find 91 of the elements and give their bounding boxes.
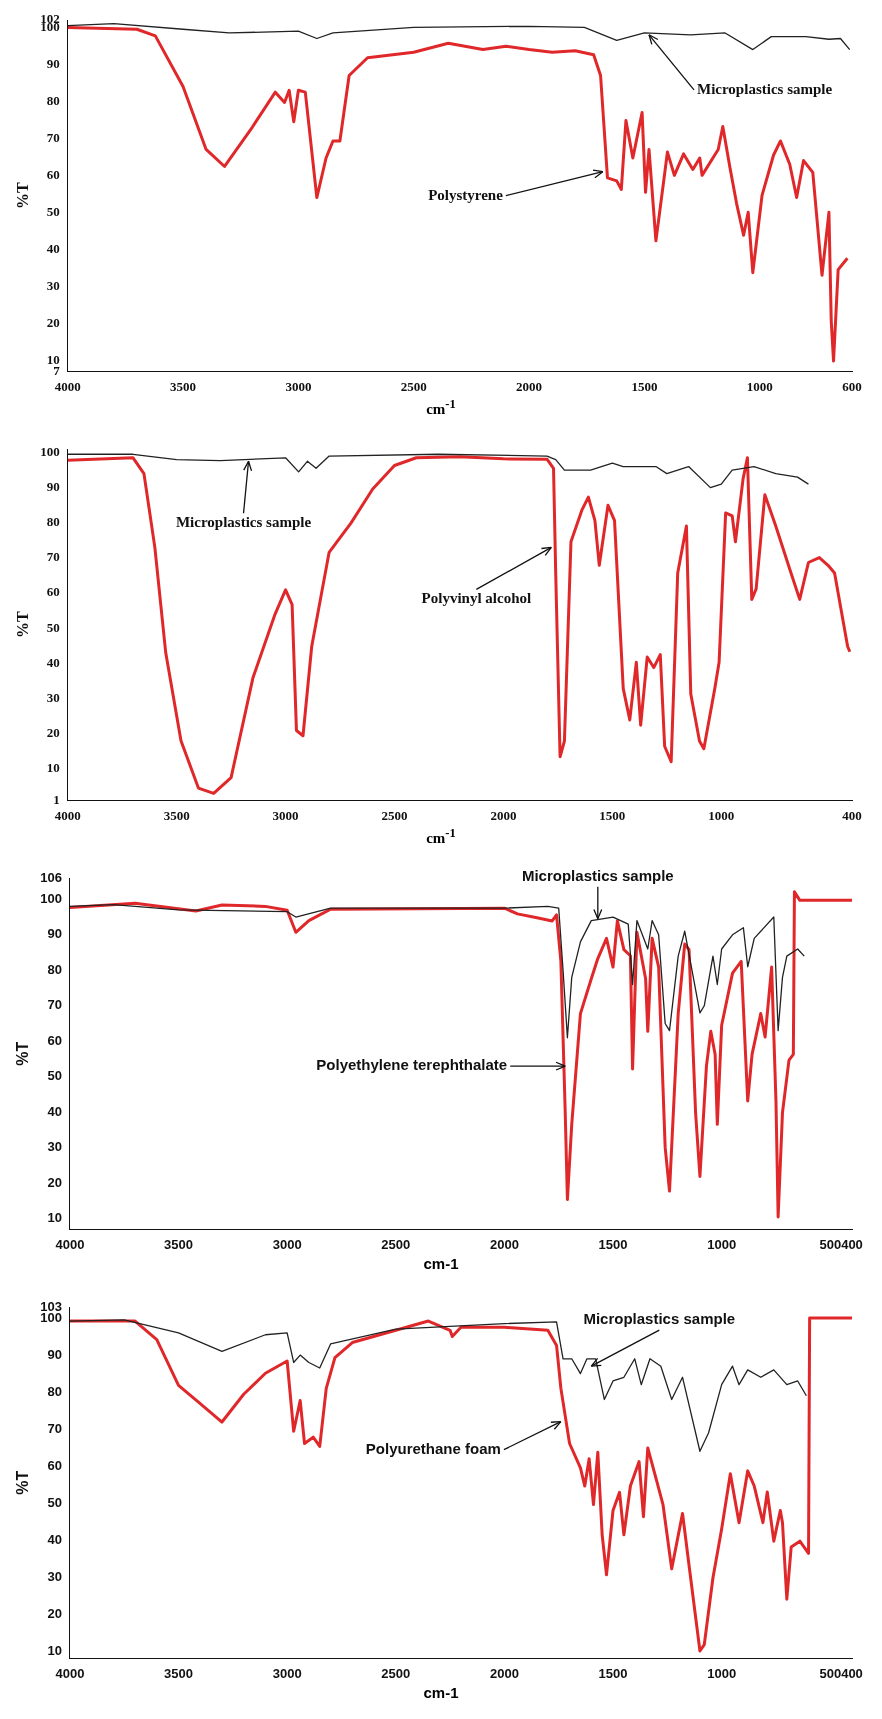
x-tick-label: 3500: [170, 378, 197, 394]
x-tick-label: 400: [842, 807, 862, 823]
x-tick-label: 4000: [54, 807, 81, 823]
y-tick-label: 50: [47, 1494, 62, 1510]
y-tick-label: 100: [40, 443, 60, 459]
y-tick-label: 50: [46, 203, 60, 219]
y-tick-label: 40: [47, 1103, 62, 1119]
x-tick-label: 4000: [54, 378, 81, 394]
y-tick-label: 70: [47, 997, 62, 1013]
x-tick-label: 4000: [55, 1665, 85, 1681]
x-tick-label: 3000: [272, 807, 299, 823]
x-tick-label: 3000: [285, 378, 312, 394]
y-tick-label: 10: [46, 351, 60, 367]
x-tick-label: 4000: [55, 1236, 85, 1252]
y-tick-label: 70: [47, 1420, 62, 1436]
y-tick-label: 20: [47, 1605, 62, 1621]
y-tick-label: 20: [47, 1174, 62, 1190]
x-axis-title: cm-1: [422, 1255, 460, 1272]
x-tick-label: 1500: [598, 1236, 628, 1252]
annotation: Microplastics sample: [175, 514, 312, 531]
x-tick-label: 400: [841, 1236, 863, 1252]
y-tick-label: 1: [53, 791, 60, 807]
y-tick-label: 50: [46, 619, 60, 635]
x-axis-title: cm$^{-1}$: [425, 397, 457, 418]
x-tick-label: 3500: [164, 1665, 193, 1681]
y-axis-title: %T: [13, 611, 31, 639]
y-tick-label: 90: [47, 1346, 62, 1362]
x-axis-title: cm$^{-1}$: [425, 826, 457, 847]
x-tick-label: 2000: [490, 807, 517, 823]
x-tick-label: 400: [841, 1665, 863, 1681]
annotation: Polyvinyl alcohol: [421, 590, 532, 607]
y-tick-label: 80: [46, 92, 60, 108]
x-tick-label: 500: [819, 1665, 842, 1681]
y-axis-title: %T: [14, 1470, 32, 1495]
y-tick-label: 10: [47, 1642, 62, 1658]
y-tick-label: 30: [46, 689, 60, 705]
x-tick-label: 1000: [707, 1665, 737, 1681]
y-tick-label: 80: [46, 514, 60, 530]
x-tick-label: 2500: [381, 1236, 411, 1252]
annotation: Microplastics sample: [521, 866, 674, 884]
x-tick-label: 1500: [598, 1665, 628, 1681]
y-tick-label: 103: [40, 1298, 62, 1314]
y-tick-label: 90: [46, 55, 60, 71]
x-tick-label: 3500: [164, 1236, 193, 1252]
x-tick-label: 3000: [272, 1236, 302, 1252]
x-tick-label: 600: [842, 378, 862, 394]
y-tick-label: 30: [47, 1139, 62, 1155]
x-tick-label: 2500: [381, 807, 408, 823]
annotation: Microplastics sample: [697, 80, 833, 97]
y-axis-title: %T: [14, 1041, 32, 1066]
y-tick-label: 60: [47, 1457, 62, 1473]
y-tick-label: 40: [46, 654, 60, 670]
y-tick-label: 90: [46, 479, 60, 495]
y-tick-label: 90: [47, 926, 62, 942]
annotation: Polystyrene: [428, 186, 504, 203]
y-tick-label: 70: [46, 129, 60, 145]
y-tick-label: 80: [47, 961, 62, 977]
x-tick-label: 2500: [400, 378, 427, 394]
y-tick-label: 80: [47, 1383, 62, 1399]
y-tick-label: 50: [47, 1068, 62, 1084]
x-tick-label: 1000: [746, 378, 773, 394]
y-tick-label: 10: [46, 760, 60, 776]
y-tick-label: 30: [46, 277, 60, 293]
y-tick-label: 20: [46, 314, 60, 330]
x-tick-label: 2000: [516, 378, 543, 394]
y-axis-title: %T: [13, 182, 31, 210]
y-tick-label: 20: [46, 724, 60, 740]
y-tick-label: 106: [40, 869, 62, 885]
y-tick-label: 40: [47, 1531, 62, 1547]
y-tick-label: 60: [46, 584, 60, 600]
x-tick-label: 2000: [489, 1236, 519, 1252]
y-tick-label: 60: [46, 166, 60, 182]
x-tick-label: 1500: [599, 807, 626, 823]
x-tick-label: 3500: [163, 807, 190, 823]
x-tick-label: 1500: [631, 378, 658, 394]
y-tick-label: 30: [47, 1568, 62, 1584]
annotation: Microplastics sample: [583, 1310, 736, 1328]
annotation: Polyethylene terephthalate: [316, 1056, 508, 1074]
y-tick-label: 40: [46, 240, 60, 256]
annotation: Polyurethane foam: [365, 1439, 501, 1457]
x-tick-label: 1000: [708, 807, 735, 823]
y-tick-label: 100: [40, 890, 62, 906]
y-tick-label: 60: [47, 1032, 62, 1048]
x-tick-label: 500: [819, 1236, 842, 1252]
y-tick-label: 10: [47, 1210, 62, 1226]
x-axis-title: cm-1: [422, 1684, 460, 1701]
x-tick-label: 2500: [381, 1665, 411, 1681]
x-tick-label: 3000: [272, 1665, 302, 1681]
x-tick-label: 2000: [489, 1665, 519, 1681]
x-tick-label: 1000: [707, 1236, 737, 1252]
y-tick-label: 70: [46, 549, 60, 565]
